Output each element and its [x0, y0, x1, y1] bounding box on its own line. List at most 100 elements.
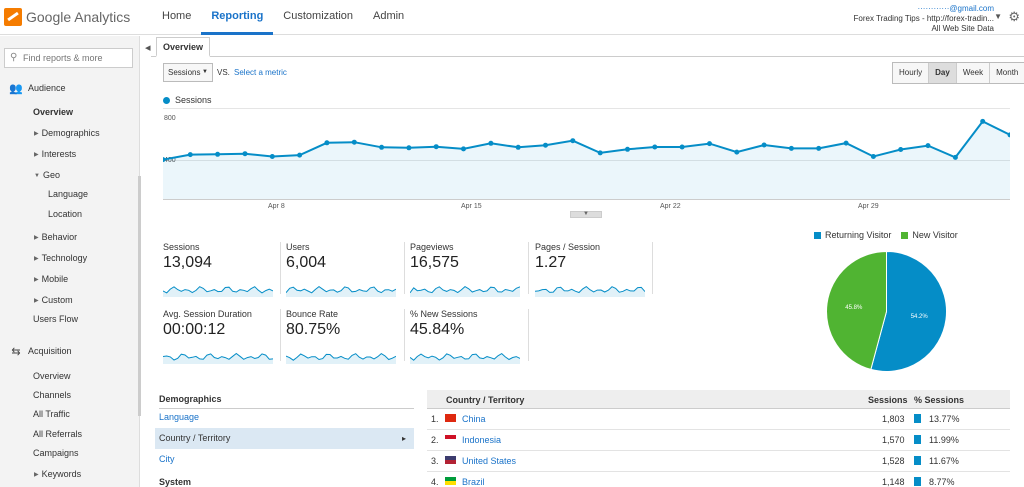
nav-reporting[interactable]: Reporting — [201, 0, 274, 35]
data-point[interactable] — [925, 143, 931, 149]
expand-icon: ▶ — [34, 472, 39, 478]
nav-admin[interactable]: Admin — [373, 10, 405, 22]
country-link[interactable]: Brazil — [462, 477, 485, 487]
account-selector[interactable]: ············@gmail.com Forex Trading Tip… — [854, 4, 995, 34]
pie-slice-new[interactable] — [826, 251, 887, 371]
account-dropdown-icon[interactable]: ▼ — [994, 12, 1002, 21]
sidebar-item-behavior[interactable]: ▶ Behavior — [34, 232, 77, 242]
data-point[interactable] — [351, 139, 357, 145]
granularity-hourly[interactable]: Hourly — [893, 63, 930, 83]
chart-resize-handle[interactable]: ▼ — [570, 211, 602, 218]
sidebar-collapse-icon[interactable]: ◂ — [145, 42, 151, 54]
col-country[interactable]: Country / Territory — [446, 395, 525, 405]
sidebar-section-acquisition[interactable]: ⇆ Acquisition — [0, 340, 138, 362]
sidebar-item-interests[interactable]: ▶ Interests — [34, 149, 76, 159]
data-point[interactable] — [488, 140, 494, 146]
data-point[interactable] — [898, 147, 904, 152]
country-link[interactable]: United States — [462, 456, 517, 466]
col-pct-sessions[interactable]: % Sessions — [914, 395, 965, 405]
data-point[interactable] — [843, 140, 849, 146]
data-point[interactable] — [433, 144, 439, 150]
col-sessions[interactable]: Sessions — [868, 395, 908, 405]
data-point[interactable] — [625, 146, 630, 152]
granularity-month[interactable]: Month — [990, 63, 1024, 83]
granularity-week[interactable]: Week — [956, 63, 991, 83]
scorecard[interactable]: % New Sessions 45.84% — [410, 309, 528, 364]
granularity-day[interactable]: Day — [929, 63, 957, 83]
demographics-row-language[interactable]: Language — [159, 412, 200, 422]
sidebar-section-audience[interactable]: 👥 Audience — [0, 77, 138, 99]
ga-logo[interactable]: Google Analytics — [4, 6, 130, 28]
top-header: Google Analytics Home Reporting Customiz… — [0, 0, 1024, 35]
sidebar-item-demographics[interactable]: ▶ Demographics — [34, 128, 100, 138]
scorecard[interactable]: Sessions 13,094 — [163, 242, 281, 297]
data-point[interactable] — [269, 154, 275, 159]
table-row[interactable]: 3. United States 1,528 11.67% — [427, 451, 1010, 472]
data-point[interactable] — [652, 144, 658, 150]
data-point[interactable] — [543, 142, 548, 148]
demographics-row-city[interactable]: City — [159, 454, 175, 464]
sidebar-item-all-traffic[interactable]: All Traffic — [33, 409, 70, 419]
sidebar-scrollbar[interactable] — [138, 176, 141, 416]
data-point[interactable] — [679, 144, 685, 150]
tab-overview[interactable]: Overview — [156, 37, 211, 57]
sidebar-item-custom[interactable]: ▶ Custom — [34, 295, 73, 305]
sidebar-item-all-referrals[interactable]: All Referrals — [33, 429, 83, 439]
nav-customization[interactable]: Customization — [283, 10, 353, 22]
search-input[interactable] — [23, 51, 128, 65]
data-point[interactable] — [1007, 132, 1011, 138]
sidebar-item-overview[interactable]: Overview — [33, 107, 74, 117]
table-row[interactable]: 1. China 1,803 13.77% — [427, 409, 1010, 430]
demographics-row-country[interactable]: Country / Territory ▸ — [155, 428, 414, 449]
sidebar-item-channels[interactable]: Channels — [33, 390, 72, 400]
scorecard[interactable]: Avg. Session Duration 00:00:12 — [163, 309, 281, 364]
sidebar-item-location[interactable]: Location — [48, 209, 83, 219]
scorecard-label: Sessions — [163, 242, 200, 252]
data-point[interactable] — [515, 144, 521, 150]
row-sessions: 1,148 — [882, 477, 905, 487]
search-box[interactable]: ⚲ — [4, 48, 133, 68]
sidebar-item-keywords[interactable]: ▶ Keywords — [34, 469, 81, 479]
table-row[interactable]: 4. Brazil 1,148 8.77% — [427, 472, 1010, 487]
data-point[interactable] — [980, 118, 986, 124]
sidebar-item-geo[interactable]: ▼ Geo — [34, 170, 60, 180]
data-point[interactable] — [215, 151, 221, 157]
data-point[interactable] — [242, 151, 248, 157]
table-row[interactable]: 2. Indonesia 1,570 11.99% — [427, 430, 1010, 451]
sidebar-item-language[interactable]: Language — [48, 189, 89, 199]
data-point[interactable] — [570, 138, 576, 144]
gear-icon[interactable]: ⚙ — [1008, 9, 1020, 24]
china-flag-icon — [445, 414, 456, 422]
data-point[interactable] — [461, 146, 466, 152]
select-metric-link[interactable]: Select a metric — [234, 68, 287, 77]
data-point[interactable] — [163, 157, 166, 163]
country-link[interactable]: Indonesia — [462, 435, 502, 445]
data-point[interactable] — [816, 145, 822, 151]
scorecard[interactable]: Bounce Rate 80.75% — [286, 309, 404, 364]
data-point[interactable] — [187, 152, 193, 158]
sidebar-item-campaigns[interactable]: Campaigns — [33, 448, 79, 458]
sidebar-item-technology[interactable]: ▶ Technology — [34, 253, 87, 263]
sidebar-item-acq-overview[interactable]: Overview — [33, 371, 71, 381]
data-point[interactable] — [788, 145, 794, 151]
country-link[interactable]: China — [462, 414, 486, 424]
data-point[interactable] — [952, 154, 958, 160]
sidebar-item-mobile[interactable]: ▶ Mobile — [34, 274, 68, 284]
data-point[interactable] — [597, 150, 603, 156]
data-point[interactable] — [870, 154, 876, 159]
sidebar-item-users-flow[interactable]: Users Flow — [33, 314, 79, 324]
data-point[interactable] — [379, 144, 385, 150]
metric-selector[interactable]: Sessions ▼ — [163, 63, 213, 82]
scorecard[interactable]: Pageviews 16,575 — [410, 242, 528, 297]
pie-slice-returning[interactable] — [870, 251, 947, 372]
data-point[interactable] — [707, 141, 712, 147]
scorecard[interactable]: Users 6,004 — [286, 242, 404, 297]
data-point[interactable] — [734, 149, 740, 155]
data-point[interactable] — [761, 142, 767, 148]
data-point[interactable] — [297, 152, 303, 158]
data-point[interactable] — [406, 145, 412, 151]
data-point[interactable] — [324, 140, 330, 146]
tab-divider — [151, 56, 1024, 57]
scorecard[interactable]: Pages / Session 1.27 — [535, 242, 653, 297]
nav-home[interactable]: Home — [162, 10, 192, 22]
